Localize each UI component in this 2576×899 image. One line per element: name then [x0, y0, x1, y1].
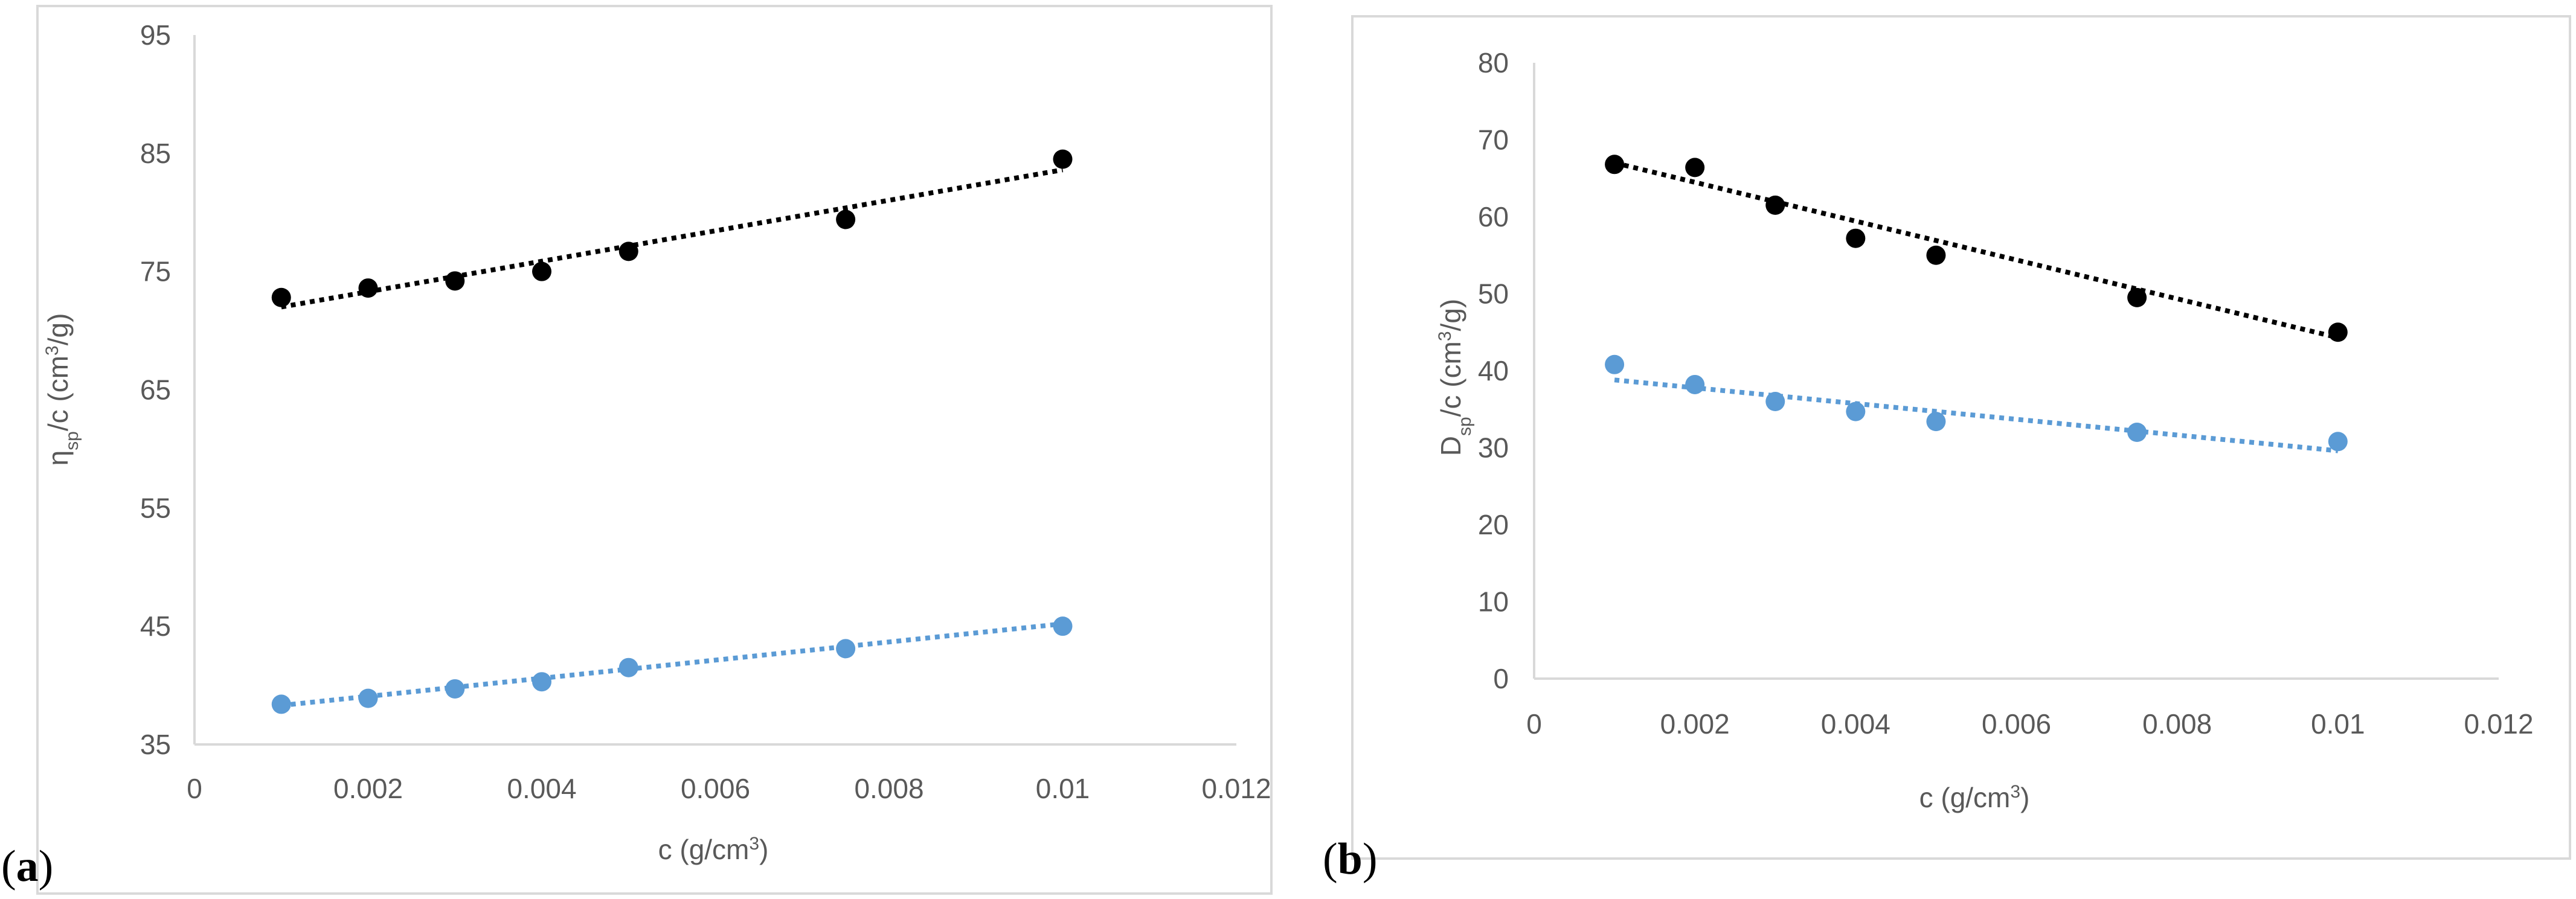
- b-point-black: [1685, 158, 1705, 178]
- chart-a: 35 45 55 65 75 85 95 0 0.002 0.004 0.006 0.008 0.01 0…: [42, 19, 1271, 865]
- b-point-blue: [1926, 412, 1946, 432]
- b-point-black: [2127, 287, 2147, 307]
- a-x-tick-label: 0.004: [507, 773, 576, 804]
- b-point-blue: [1605, 354, 1625, 374]
- b-y-axis-title: Dsp/c (cm3/g): [1435, 299, 1475, 456]
- b-y-tick-label: 40: [1478, 355, 1509, 386]
- b-x-tick-label: 0.004: [1821, 708, 1890, 740]
- a-point-blue: [358, 688, 378, 708]
- panel-label-b-letter: b: [1337, 834, 1363, 884]
- b-trendline-blue: [1614, 377, 2339, 453]
- b-y-tick-label: 0: [1493, 663, 1509, 694]
- a-y-tick-label: 65: [140, 374, 171, 406]
- b-point-black: [1846, 228, 1866, 248]
- b-y-tick-label: 20: [1478, 509, 1509, 540]
- a-point-blue: [271, 694, 291, 714]
- b-point-black: [1765, 195, 1785, 215]
- a-point-black: [532, 261, 551, 281]
- a-x-tick-label: 0: [187, 773, 202, 804]
- b-point-blue: [2127, 423, 2147, 442]
- b-x-tick-label: 0: [1526, 708, 1542, 740]
- b-x-tick-label: 0.008: [2142, 708, 2212, 740]
- b-y-tick-label: 70: [1478, 124, 1509, 156]
- b-y-tick-label: 30: [1478, 432, 1509, 464]
- a-y-tick-label: 95: [140, 19, 171, 51]
- a-y-tick-label: 45: [140, 610, 171, 642]
- a-x-tick-label: 0.002: [333, 773, 403, 804]
- b-x-tick-label: 0.012: [2464, 708, 2533, 740]
- b-point-blue: [1685, 374, 1705, 394]
- a-point-black: [358, 278, 378, 298]
- panel-label-b: (b): [1323, 834, 1378, 884]
- b-x-tick-label: 0.01: [2311, 708, 2365, 740]
- a-point-blue: [445, 679, 465, 699]
- b-trendline-black: [1614, 160, 2339, 341]
- a-trendline-black: [281, 167, 1064, 310]
- a-y-tick-label: 35: [140, 729, 171, 760]
- a-x-tick-label: 0.012: [1201, 773, 1271, 804]
- a-x-axis-title: c (g/cm3): [658, 834, 769, 866]
- a-point-blue: [532, 672, 551, 692]
- a-y-tick-label: 55: [140, 492, 171, 523]
- b-point-black: [1605, 155, 1625, 174]
- b-y-tick-label: 10: [1478, 586, 1509, 618]
- a-point-black: [1053, 149, 1073, 169]
- b-x-tick-label: 0.002: [1660, 708, 1730, 740]
- b-y-tick-label: 80: [1478, 47, 1509, 78]
- a-x-tick-label: 0.01: [1036, 773, 1090, 804]
- a-x-tick-label: 0.008: [854, 773, 923, 804]
- chart-b: 0 10 20 30 40 50 60 70 80 0 0.002 0.004 0.006 0.008 0.…: [1435, 47, 2534, 813]
- b-point-blue: [2328, 432, 2348, 452]
- a-trendline-blue: [281, 621, 1063, 708]
- a-y-tick-label: 75: [140, 256, 171, 287]
- chart-b-frame: [1351, 15, 2571, 860]
- a-point-black: [836, 210, 856, 229]
- a-x-tick-label: 0.006: [681, 773, 750, 804]
- a-point-blue: [836, 639, 856, 659]
- b-y-tick-label: 60: [1478, 201, 1509, 232]
- a-y-axis-title: ηsp/c (cm3/g): [42, 313, 82, 466]
- a-point-blue: [1053, 616, 1073, 636]
- a-point-black: [445, 271, 465, 291]
- a-y-tick-label: 85: [140, 138, 171, 169]
- a-point-black: [271, 287, 291, 307]
- b-point-blue: [1846, 402, 1866, 421]
- b-x-tick-label: 0.006: [1982, 708, 2051, 740]
- b-y-tick-label: 50: [1478, 278, 1509, 310]
- a-point-blue: [618, 657, 638, 677]
- a-point-black: [618, 242, 638, 261]
- b-point-blue: [1765, 392, 1785, 411]
- b-point-black: [1926, 245, 1946, 265]
- panel-label-a: (a): [1, 842, 54, 891]
- b-x-axis-title: c (g/cm3): [1919, 782, 2030, 814]
- panel-label-a-letter: a: [16, 842, 39, 891]
- b-point-black: [2328, 322, 2348, 342]
